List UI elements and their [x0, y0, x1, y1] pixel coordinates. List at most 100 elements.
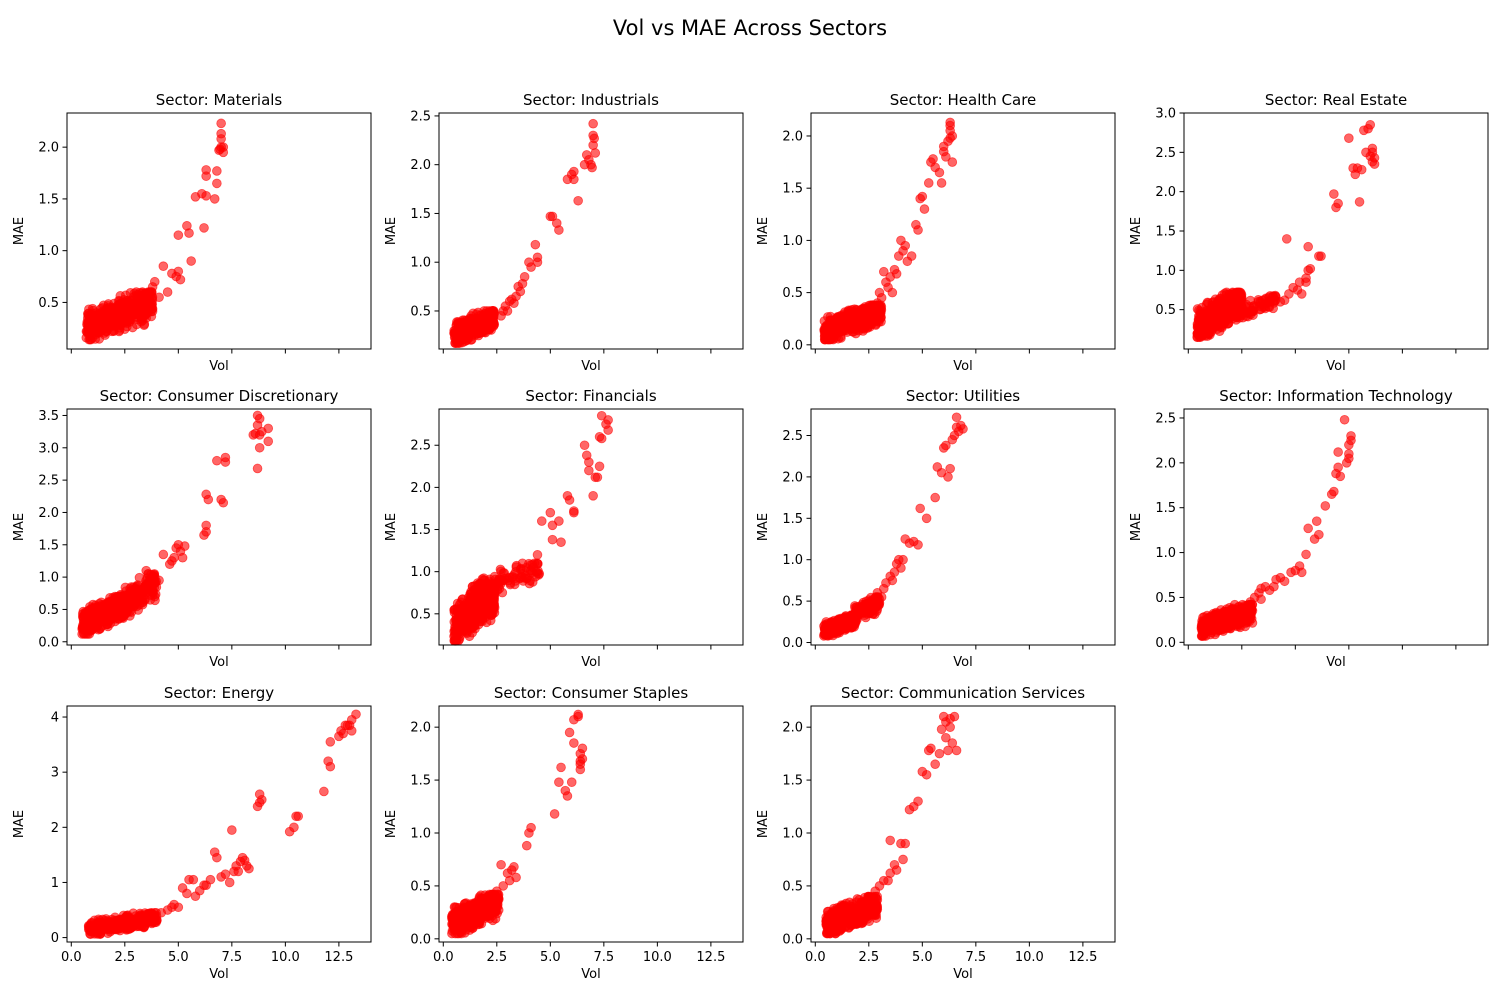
scatter-point — [1365, 120, 1376, 130]
x-axis-label: Vol — [1326, 655, 1345, 670]
scatter-point — [451, 625, 461, 635]
scatter-point — [509, 862, 519, 872]
y-tick-label: 1.0 — [782, 234, 803, 249]
scatter-point — [1356, 164, 1367, 175]
y-tick-label: 2.0 — [410, 481, 431, 496]
scatter-point — [504, 572, 515, 583]
y-axis-label: MAE — [1129, 217, 1144, 245]
scatter-point — [1344, 449, 1354, 459]
scatter-point — [325, 737, 336, 747]
scatter-point — [1346, 435, 1356, 446]
scatter-point — [220, 869, 231, 879]
scatter-point — [958, 424, 968, 434]
scatter-point — [450, 635, 461, 646]
x-tick-label: 7.5 — [594, 950, 615, 965]
y-tick-label: 3 — [51, 766, 59, 781]
scatter-point — [533, 570, 544, 580]
scatter-point — [1303, 523, 1313, 534]
scatter-point — [1305, 263, 1316, 274]
scatter-point — [252, 463, 263, 474]
scatter-point — [519, 272, 530, 282]
y-tick-label: 2.0 — [38, 506, 59, 521]
scatter-point — [900, 240, 910, 251]
scatter-point — [473, 918, 484, 928]
scatter-point — [821, 321, 832, 331]
scatter-point — [1281, 234, 1292, 244]
scatter-point — [154, 575, 164, 586]
scatter-point — [1261, 293, 1271, 304]
y-tick-label: 1.0 — [410, 826, 431, 841]
scatter-point — [496, 859, 506, 870]
scatter-point — [466, 613, 477, 624]
scatter-point — [216, 128, 226, 139]
scatter-point — [1320, 501, 1331, 511]
scatter-point — [564, 495, 575, 505]
subplot-title: Sector: Consumer Staples — [494, 684, 689, 702]
scatter-point — [1279, 576, 1290, 587]
scatter-point — [871, 319, 881, 329]
y-tick-label: 0.0 — [38, 635, 59, 650]
y-tick-label: 0.0 — [410, 932, 431, 947]
scatter-point — [527, 577, 538, 587]
scatter-point — [220, 457, 231, 467]
scatter-points — [1192, 120, 1380, 343]
scatter-point — [203, 494, 214, 505]
scatter-point — [485, 609, 496, 619]
scatter-point — [454, 614, 464, 625]
y-tick-label: 1.5 — [782, 512, 803, 527]
scatter-points — [81, 118, 229, 345]
scatter-point — [547, 534, 558, 545]
x-tick-label: 5.0 — [540, 950, 561, 965]
scatter-point — [84, 324, 95, 335]
scatter-point — [1221, 617, 1232, 628]
scatter-point — [114, 300, 124, 311]
x-tick-label: 12.5 — [696, 950, 725, 965]
scatter-point — [87, 308, 98, 319]
scatter-point — [478, 575, 489, 585]
scatter-point — [871, 602, 881, 613]
scatter-point — [244, 863, 254, 874]
scatter-point — [455, 927, 466, 938]
subplot-title: Sector: Real Estate — [1265, 91, 1407, 109]
scatter-point — [140, 916, 151, 927]
scatter-point — [93, 609, 103, 619]
scatter-point — [564, 727, 575, 738]
scatter-point — [1335, 471, 1346, 482]
scatter-point — [577, 743, 588, 754]
scatter-point — [906, 251, 917, 261]
scatter-point — [111, 924, 122, 935]
y-tick-label: 1.0 — [782, 553, 803, 568]
scatter-point — [891, 269, 902, 279]
scatter-point — [1339, 414, 1350, 425]
x-axis-label: Vol — [209, 967, 228, 982]
scatter-point — [461, 919, 472, 930]
scatter-point — [89, 926, 100, 937]
scatter-point — [549, 809, 560, 819]
scatter-point — [1367, 147, 1378, 158]
x-tick-label: 7.5 — [222, 950, 243, 965]
y-axis-label: MAE — [756, 513, 771, 541]
scatter-point — [917, 191, 928, 202]
y-tick-label: 4 — [51, 711, 59, 726]
scatter-point — [467, 331, 477, 341]
subplot-10: 0.0 2.5 5.0 7.5 10.0 12.50.00.51.01.52.0Secto… — [384, 684, 744, 982]
y-tick-label: 2.5 — [1155, 146, 1176, 161]
scatter-point — [173, 266, 184, 277]
scatter-point — [532, 257, 543, 268]
scatter-point — [102, 303, 112, 314]
scatter-point — [188, 874, 199, 885]
subplot-title: Sector: Utilities — [906, 387, 1020, 405]
scatter-point — [199, 223, 209, 233]
scatter-point — [584, 465, 594, 476]
scatter-point — [1207, 297, 1217, 308]
scatter-point — [215, 144, 225, 155]
scatter-point — [1303, 241, 1313, 252]
y-tick-label: 0.5 — [410, 607, 431, 622]
scatter-point — [1235, 287, 1246, 298]
x-tick-label: 2.5 — [114, 950, 135, 965]
scatter-point — [102, 916, 113, 926]
